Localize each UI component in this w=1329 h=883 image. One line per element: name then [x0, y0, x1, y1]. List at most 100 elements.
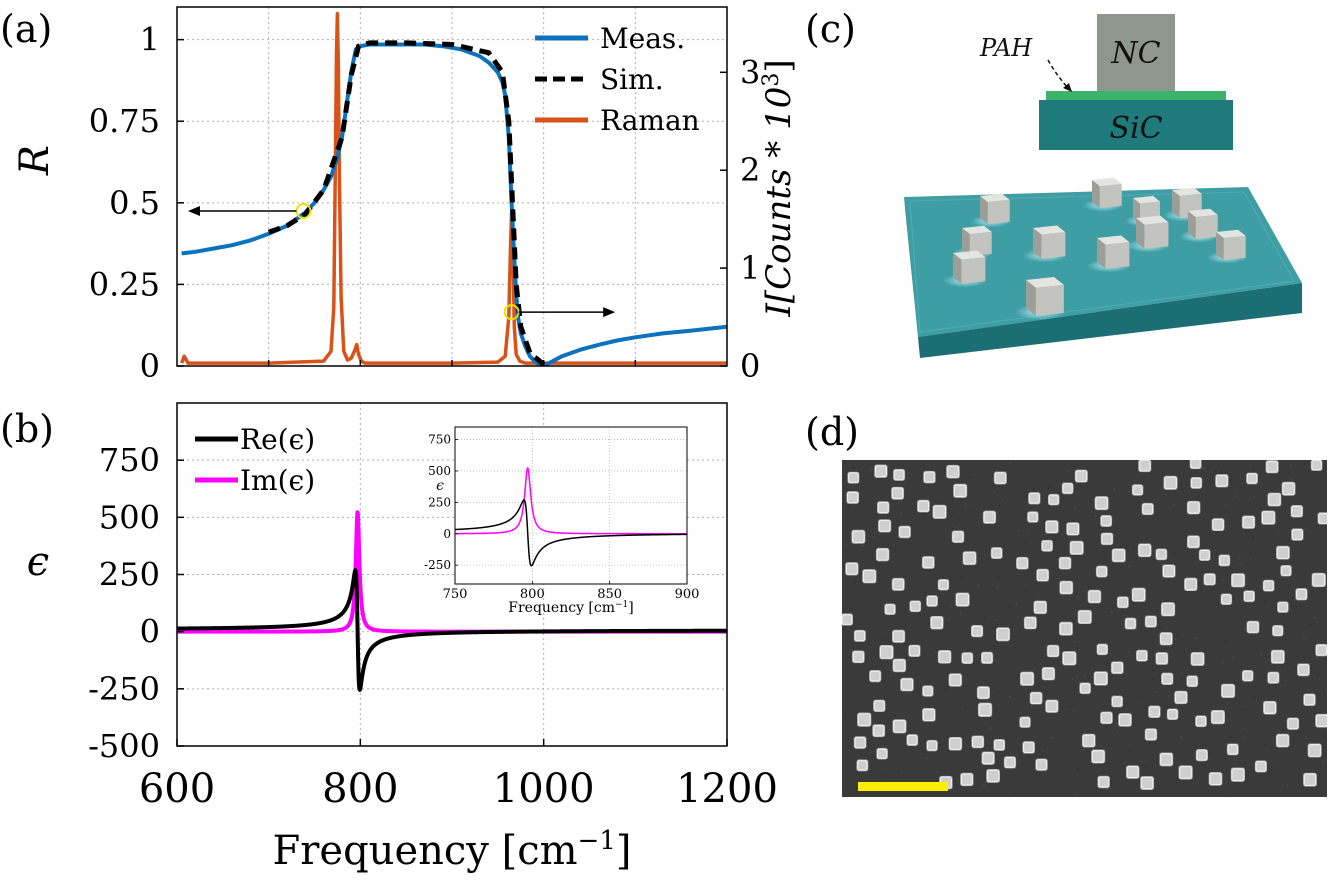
particle — [1096, 566, 1108, 577]
cube-top — [1216, 229, 1246, 239]
particle — [891, 487, 904, 500]
particle — [1242, 670, 1253, 681]
particle — [977, 686, 990, 699]
particle — [956, 593, 970, 607]
noise-speck — [1217, 465, 1219, 468]
panel-label-c: (c) — [805, 7, 856, 51]
noise-speck — [1313, 687, 1315, 689]
noise-speck — [1044, 755, 1047, 758]
noise-speck — [1304, 527, 1307, 530]
particle — [1308, 744, 1322, 757]
particle — [1190, 477, 1202, 489]
noise-speck — [1271, 551, 1273, 553]
noise-speck — [1219, 610, 1222, 613]
noise-speck — [1303, 637, 1305, 639]
noise-speck — [1128, 749, 1131, 752]
noise-speck — [1224, 504, 1227, 507]
chart-b-inset: -250 0 250 500 750 750 800 850 900 ϵ Frequency [… — [424, 426, 700, 616]
particle — [1100, 712, 1113, 724]
chart-a-grid — [177, 7, 727, 366]
particle — [872, 724, 885, 737]
inset-y-tick-label: 250 — [428, 495, 451, 509]
noise-speck — [922, 513, 925, 515]
particle — [892, 578, 905, 591]
y2-tick-label: 1 — [740, 249, 760, 287]
particle — [1066, 522, 1080, 536]
particle — [862, 569, 876, 583]
particle — [1062, 651, 1076, 665]
particle — [1118, 713, 1132, 727]
particle — [949, 737, 962, 751]
legend-label: Meas. — [600, 22, 685, 55]
inset-y-tick-label: -250 — [424, 558, 451, 572]
particle — [1161, 673, 1173, 685]
inset-x-tick-label: 850 — [597, 587, 622, 602]
cube-side — [1188, 211, 1196, 240]
cube-top — [1097, 235, 1130, 245]
particle — [1276, 734, 1289, 747]
particle — [1231, 768, 1245, 782]
particle — [1280, 565, 1292, 576]
particle — [1187, 535, 1200, 548]
noise-speck — [1194, 637, 1197, 639]
chart-a-y2label-end: ] — [759, 59, 799, 72]
noise-speck — [955, 526, 958, 528]
particle — [938, 650, 951, 664]
noise-speck — [947, 750, 950, 752]
inset-y-tick-label: 0 — [443, 527, 451, 541]
noise-speck — [1252, 695, 1255, 698]
y-tick-label: -250 — [88, 670, 160, 708]
particle — [1199, 549, 1210, 561]
noise-speck — [1113, 488, 1115, 491]
noise-speck — [947, 622, 949, 624]
particle — [878, 519, 891, 532]
particle — [946, 465, 960, 478]
slab-front — [918, 283, 1302, 358]
cube-front — [961, 257, 986, 284]
particle — [949, 673, 962, 687]
noise-speck — [1278, 487, 1280, 490]
arrow-head-right — [603, 307, 616, 318]
noise-speck — [977, 584, 979, 586]
inset-x-tick-label: 900 — [675, 587, 700, 602]
particle — [1204, 573, 1216, 585]
noise-speck — [1308, 624, 1311, 626]
noise-speck — [899, 643, 902, 645]
y-tick-label: 500 — [99, 498, 160, 536]
noise-speck — [1322, 761, 1324, 764]
inset-xlabel: Frequency [cm−1] — [508, 600, 634, 616]
particle — [1311, 460, 1322, 471]
noise-speck — [1055, 599, 1057, 601]
y-tick-label: 250 — [99, 556, 160, 594]
particle — [906, 734, 918, 746]
particle — [857, 713, 871, 727]
slab-cubes — [943, 177, 1247, 321]
particle — [874, 465, 887, 478]
noise-speck — [1264, 744, 1267, 746]
particle — [982, 752, 995, 765]
noise-speck — [1014, 791, 1017, 793]
particle — [1078, 610, 1092, 624]
noise-speck — [960, 576, 963, 578]
particle — [893, 719, 906, 733]
chart-b-xlabel-main: Frequency [cm — [273, 828, 578, 874]
particle — [854, 630, 866, 642]
noise-speck — [1110, 611, 1113, 613]
noise-speck — [1244, 737, 1246, 739]
cube-front — [1041, 232, 1066, 259]
particle — [893, 469, 905, 481]
noise-speck — [1264, 601, 1266, 603]
particle — [1145, 728, 1157, 741]
cube-front — [969, 231, 992, 257]
particle — [1034, 601, 1047, 614]
cube-front — [1035, 284, 1064, 316]
noise-speck — [1180, 671, 1183, 673]
particle — [1117, 596, 1129, 608]
particle — [1132, 588, 1146, 602]
chart-a-ticks: 0 0.25 0.5 0.75 1 0 1 2 3 — [89, 21, 761, 385]
noise-speck — [1239, 563, 1241, 566]
cube-top — [980, 193, 1010, 203]
particle — [917, 500, 930, 512]
noise-speck — [934, 651, 936, 654]
noise-speck — [898, 657, 901, 660]
